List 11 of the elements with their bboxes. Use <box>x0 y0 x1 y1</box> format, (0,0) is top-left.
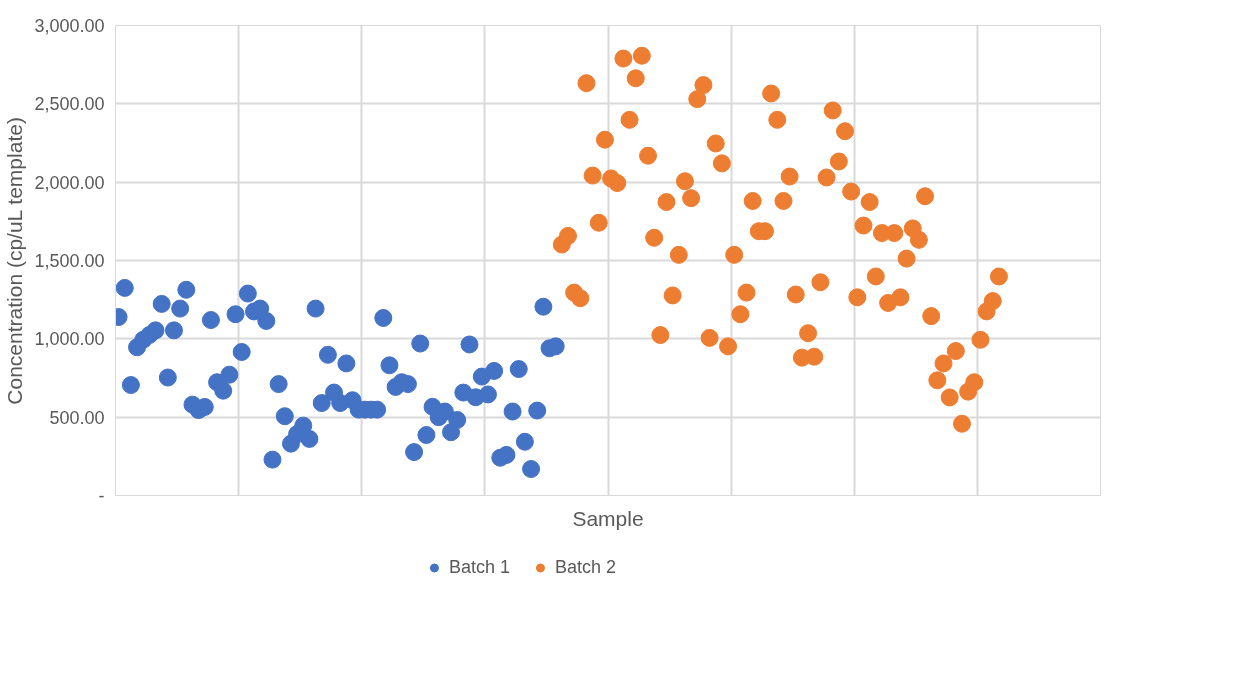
legend-label: Batch 2 <box>554 556 617 578</box>
x-axis-title: Sample <box>572 506 644 530</box>
legend-label: Batch 1 <box>448 556 510 578</box>
y-tick-label: 3,000.00 <box>34 16 105 36</box>
y-tick-label: 500.00 <box>49 407 105 428</box>
y-tick-label: 2,000.00 <box>34 172 105 193</box>
y-tick-label: - <box>98 486 105 506</box>
y-tick-label: 1,500.00 <box>34 251 105 271</box>
y-tick-label: 1,000.00 <box>34 329 105 350</box>
y-tick-label: 2,500.00 <box>34 94 105 115</box>
y-axis-title: Concentration (cp/uL template) <box>3 117 27 405</box>
